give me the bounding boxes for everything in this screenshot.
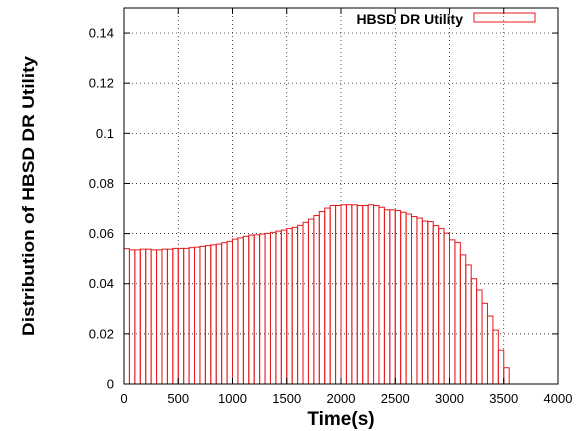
histogram-bar (134, 249, 141, 385)
histogram-bar (351, 204, 358, 385)
histogram-bar (139, 248, 147, 385)
histogram-bar (161, 248, 168, 385)
y-tick-label: 0.04 (89, 276, 114, 291)
histogram-bar (356, 205, 364, 385)
y-tick-label: 0.06 (89, 226, 114, 241)
histogram-bar (378, 206, 385, 385)
histogram-bar (459, 254, 467, 385)
histogram-bar (128, 249, 136, 385)
histogram-bar (416, 217, 423, 385)
histogram-bar (145, 248, 152, 385)
x-tick-label: 2000 (327, 391, 356, 406)
histogram-bar (150, 249, 158, 385)
x-tick-label: 3500 (489, 391, 518, 406)
histogram-bar (405, 213, 413, 385)
histogram-bar (215, 243, 223, 385)
histogram-bar (221, 242, 228, 385)
histogram-bar (318, 211, 326, 385)
histogram-bar (492, 329, 499, 385)
y-tick-label: 0.14 (89, 26, 114, 41)
histogram-bar (302, 221, 309, 385)
legend-label: HBSD DR Utility (356, 11, 463, 27)
histogram-bar (188, 247, 196, 385)
y-tick-label: 0 (107, 377, 114, 392)
histogram-bar (421, 220, 429, 385)
x-tick-label: 1500 (272, 391, 301, 406)
histogram-bar (232, 238, 239, 385)
x-tick-label: 0 (120, 391, 127, 406)
histogram-bar (362, 205, 369, 385)
histogram-bar (411, 216, 418, 385)
x-tick-label: 1000 (218, 391, 247, 406)
y-tick-labels: 0 0.02 0.04 0.06 0.08 0.1 0.12 0.14 (89, 26, 114, 392)
histogram-bar (242, 235, 250, 385)
histogram-bar (324, 207, 331, 385)
histogram-bar (210, 244, 217, 385)
y-tick-label: 0.08 (89, 176, 114, 191)
y-tick-label: 0.02 (89, 326, 114, 341)
plot-frame (123, 7, 559, 385)
histogram-bar (166, 248, 174, 385)
histogram-bar (204, 245, 212, 385)
histogram-bar (291, 226, 299, 385)
y-axis-title: Distribution of HBSD DR Utility (19, 55, 38, 336)
histogram-bar (156, 249, 163, 385)
histogram-bar (465, 264, 472, 385)
histogram-bar (340, 204, 347, 385)
x-tick-label: 4000 (544, 391, 573, 406)
x-axis-title: Time(s) (307, 409, 374, 430)
histogram-bar (373, 205, 380, 385)
histogram-bars (123, 204, 510, 385)
histogram-bar (259, 233, 266, 385)
histogram-bar (503, 367, 510, 385)
legend-swatch (473, 12, 536, 23)
histogram-bar (449, 239, 456, 385)
y-tick-label: 0.12 (89, 76, 114, 91)
legend: HBSD DR Utility (356, 11, 536, 27)
histogram-bar (172, 247, 179, 385)
x-tick-label: 500 (167, 391, 189, 406)
histogram-bar (269, 231, 277, 385)
y-tick-label: 0.1 (96, 126, 114, 141)
histogram-bar (394, 210, 402, 385)
histogram-bar (427, 221, 434, 385)
histogram-bar (237, 237, 244, 385)
histogram-bar (432, 225, 440, 385)
histogram-bar (486, 315, 494, 385)
histogram-bar (253, 234, 261, 385)
histogram-bar (275, 230, 282, 385)
x-tick-label: 2500 (381, 391, 410, 406)
histogram-bar (177, 247, 185, 385)
histogram-bar (476, 289, 483, 385)
histogram-bar (248, 234, 255, 385)
histogram-bar (199, 245, 206, 385)
histogram-bar (183, 247, 190, 385)
histogram-bar (280, 229, 288, 385)
histogram-bar (470, 278, 478, 385)
histogram-bar (383, 209, 391, 385)
histogram-bar (286, 228, 293, 385)
histogram-bar (335, 205, 342, 385)
histogram-bar (497, 349, 505, 385)
histogram-bar (367, 204, 375, 385)
histogram-bar (454, 241, 461, 385)
x-tick-labels: 0 500 1000 1500 2000 2500 3000 3500 4000 (120, 391, 572, 406)
histogram-bar (226, 240, 233, 385)
histogram-bar (438, 228, 445, 385)
histogram-bar (307, 218, 315, 385)
x-tick-label: 3000 (435, 391, 464, 406)
histogram-bar (400, 211, 407, 385)
histogram-bar (123, 248, 130, 385)
histogram-bar (443, 232, 451, 385)
histogram-bar (194, 246, 201, 385)
histogram-bar (481, 302, 488, 385)
histogram-bar (297, 224, 304, 385)
histogram-bar (329, 205, 337, 385)
histogram-bar (345, 204, 353, 385)
histogram-bar (313, 215, 320, 385)
histogram-bar (264, 232, 271, 385)
histogram-bar (389, 209, 396, 385)
